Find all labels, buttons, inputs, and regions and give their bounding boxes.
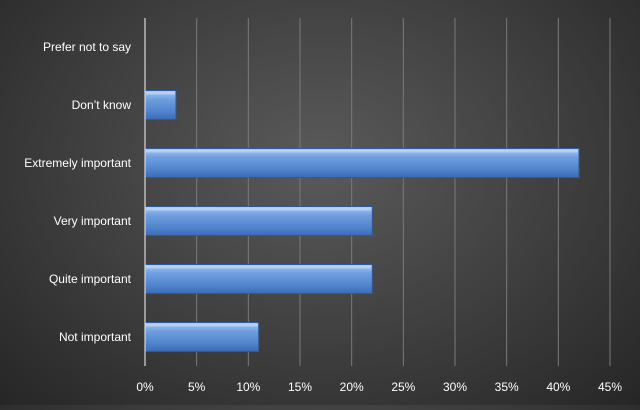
x-tick-labels: 0% 5% 10% 15% 20% 25% 30% 35% 40% 45%: [136, 380, 622, 394]
bar-highlight: [146, 149, 578, 153]
bar: [144, 264, 373, 294]
bar-highlight: [146, 91, 175, 95]
x-tick-label: 35%: [495, 380, 519, 394]
bars: [144, 90, 580, 352]
x-tick-label: 0%: [136, 380, 154, 394]
bar: [144, 148, 580, 178]
x-tick-label: 15%: [288, 380, 312, 394]
category-label: Quite important: [49, 272, 132, 286]
category-label: Extremely important: [24, 156, 131, 170]
bar: [144, 206, 373, 236]
bar: [144, 90, 177, 120]
gridlines: [196, 18, 611, 366]
bar-highlight: [146, 207, 372, 211]
bar-highlight: [146, 323, 258, 327]
category-labels: Prefer not to say Don’t know Extremely imp…: [24, 40, 131, 344]
category-label: Prefer not to say: [43, 40, 131, 54]
x-tick-label: 10%: [236, 380, 260, 394]
x-tick-label: 40%: [546, 380, 570, 394]
x-tick-label: 5%: [188, 380, 206, 394]
category-label: Don’t know: [72, 98, 132, 112]
bar-highlight: [146, 265, 372, 269]
category-label: Not important: [59, 330, 132, 344]
category-label: Very important: [54, 214, 132, 228]
x-tick-label: 25%: [391, 380, 415, 394]
x-tick-label: 45%: [598, 380, 622, 394]
bar: [144, 322, 260, 352]
x-tick-label: 30%: [443, 380, 467, 394]
x-tick-label: 20%: [340, 380, 364, 394]
